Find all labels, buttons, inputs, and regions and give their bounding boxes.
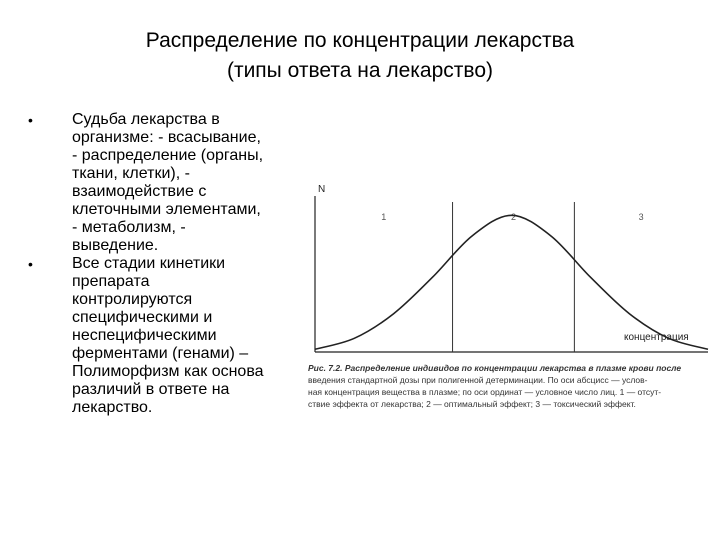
y-axis-label: N <box>318 184 326 195</box>
figure-caption: Рис. 7.2. Распределение индивидов по кон… <box>308 362 698 410</box>
bullet-line: препарата <box>72 273 150 290</box>
bullet-line: неспецифическими <box>72 327 217 344</box>
caption-line: ствие эффекта от лекарства; 2 — оптималь… <box>308 399 636 409</box>
caption-title: Рис. 7.2. Распределение индивидов по кон… <box>308 363 682 373</box>
caption-line: введения стандартной дозы при полигенной… <box>308 375 648 385</box>
x-axis-label: концентрация <box>624 332 689 343</box>
bullet-line: взаимодействие с <box>72 183 207 200</box>
series-line <box>314 214 709 351</box>
bullet-line: Судьба лекарства в <box>72 111 220 128</box>
bullet-line: контролируются <box>72 291 193 308</box>
bullet-line: Все стадии кинетики <box>72 255 226 272</box>
bullet-line: различий в ответе на <box>72 381 230 398</box>
caption-line: ная концентрация вещества в плазме; по о… <box>308 387 662 397</box>
zone-label: 1 <box>381 212 386 222</box>
bullet-item-1: • Судьба лекарства в организме: - всасыв… <box>28 111 298 255</box>
bullet-line: - метаболизм, - <box>72 219 186 236</box>
bullet-line: - распределение (органы, <box>72 147 264 164</box>
bullet-line: ткани, клетки), - <box>72 165 190 182</box>
bullet-line: выведение. <box>72 237 159 254</box>
zone-label: 3 <box>639 212 644 222</box>
bullet-dot: • <box>28 256 33 272</box>
bullet-line: Полиморфизм как основа <box>72 363 264 380</box>
bullet-dot: • <box>28 112 33 128</box>
distribution-chart: 1 2 3 <box>314 196 709 353</box>
slide-title: Распределение по концентрации лекарства … <box>60 26 660 86</box>
title-line-2: (типы ответа на лекарство) <box>226 59 494 82</box>
bullet-line: лекарство. <box>72 399 153 416</box>
bullet-line: организме: - всасывание, <box>72 129 261 146</box>
chart-plot-area: 1 2 3 <box>314 196 709 353</box>
zone-label: 2 <box>511 212 516 222</box>
bullet-item-2: • Все стадии кинетики препарата контроли… <box>28 255 298 417</box>
bullet-line: клеточными элементами, <box>72 201 261 218</box>
bullet-line: ферментами (генами) – <box>72 345 249 362</box>
bullet-line: специфическими и <box>72 309 213 326</box>
bullet-list: • Судьба лекарства в организме: - всасыв… <box>28 111 298 417</box>
title-line-1: Распределение по концентрации лекарства <box>145 29 575 52</box>
